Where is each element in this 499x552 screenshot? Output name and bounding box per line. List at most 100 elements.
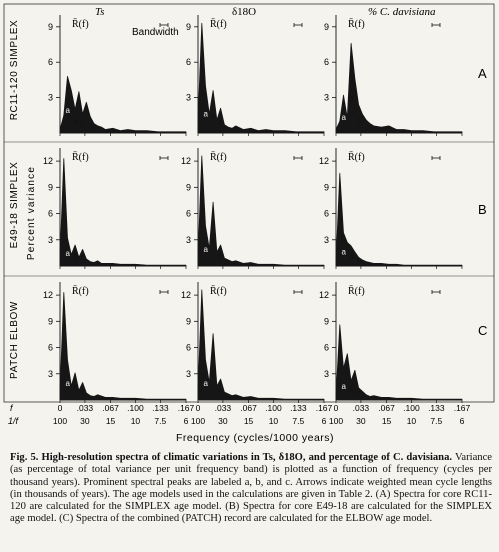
y-tick-label: 9 <box>48 22 53 32</box>
f-tick-label: .100 <box>127 403 144 413</box>
f-tick-label: .100 <box>403 403 420 413</box>
row-letter: A <box>478 66 487 81</box>
y-tick-label: 3 <box>186 93 191 103</box>
row-letter: C <box>478 323 487 338</box>
f-tick-label: .067 <box>102 403 119 413</box>
y-tick-label: 6 <box>186 209 191 219</box>
period-tick-label: 30 <box>80 416 90 426</box>
f-tick-label: .167 <box>454 403 471 413</box>
bandwidth-label: Bandwidth <box>132 27 179 38</box>
y-tick-label: 12 <box>181 290 191 300</box>
period-tick-label: 6 <box>322 416 327 426</box>
spectrum-area <box>59 76 187 134</box>
peak-label: a <box>204 109 209 118</box>
peak-label: c <box>357 389 361 398</box>
peak-label: b <box>349 386 354 395</box>
f-tick-label: 0 <box>58 403 63 413</box>
row-letter: B <box>478 202 487 217</box>
y-tick-label: 12 <box>319 290 329 300</box>
spectrum-area <box>197 22 325 134</box>
peak-label: b <box>211 370 216 379</box>
peak-label: a <box>342 247 347 256</box>
spectrum-area <box>335 324 463 401</box>
peak-label: b <box>211 111 216 120</box>
period-axis-label: 1/f <box>8 416 20 426</box>
period-tick-label: 100 <box>53 416 67 426</box>
y-tick-label: 6 <box>48 343 53 353</box>
peak-label: b <box>349 252 354 261</box>
y-tick-label: 3 <box>324 369 329 379</box>
y-tick-label: 9 <box>186 22 191 32</box>
y-tick-label: 9 <box>324 182 329 192</box>
mean-label: R̄(f) <box>210 285 227 297</box>
period-tick-label: 15 <box>382 416 392 426</box>
f-tick-label: .133 <box>290 403 307 413</box>
f-tick-label: .067 <box>240 403 257 413</box>
y-tick-label: 12 <box>319 156 329 166</box>
spectrum-area <box>59 292 187 401</box>
y-tick-label: 6 <box>324 209 329 219</box>
period-tick-label: 7.5 <box>430 416 442 426</box>
f-tick-label: .167 <box>316 403 333 413</box>
peak-label: a <box>342 113 347 122</box>
peak-label: a <box>342 382 347 391</box>
f-tick-label: .033 <box>215 403 232 413</box>
y-tick-label: 12 <box>43 290 53 300</box>
figure-caption: Fig. 5. High-resolution spectra of clima… <box>10 452 492 526</box>
peak-label: a <box>66 249 71 258</box>
peak-label: c <box>219 117 223 126</box>
y-tick-label: 9 <box>48 182 53 192</box>
peak-label: a <box>66 379 71 388</box>
y-tick-label: 6 <box>324 57 329 67</box>
peak-label: c <box>81 387 85 396</box>
spectra-figure: Ts δ18O % C. davisiana RC11-120 SIMPLEX E49-… <box>3 3 495 444</box>
f-tick-label: 0 <box>196 403 201 413</box>
mean-label: R̄(f) <box>210 18 227 30</box>
f-axis-label: f <box>10 403 14 413</box>
row-label: PATCH ELBOW <box>9 301 20 379</box>
y-tick-label: 9 <box>186 316 191 326</box>
f-tick-label: .067 <box>378 403 395 413</box>
mean-label: R̄(f) <box>348 285 365 297</box>
spectrum-area <box>335 42 463 134</box>
caption-body: Variance (as percentage of total varianc… <box>10 452 492 525</box>
y-tick-label: 3 <box>186 235 191 245</box>
x-axis-label: Frequency (cycles/1000 years) <box>176 432 334 444</box>
mean-label: R̄(f) <box>348 18 365 30</box>
y-tick-label: 3 <box>48 93 53 103</box>
period-tick-label: 6 <box>184 416 189 426</box>
peak-label: c <box>219 386 223 395</box>
y-tick-label: 3 <box>48 369 53 379</box>
row-label: E49-18 SIMPLEX <box>9 162 20 249</box>
mean-label: R̄(f) <box>72 151 89 163</box>
y-tick-label: 6 <box>186 57 191 67</box>
y-tick-label: 9 <box>186 182 191 192</box>
spectrum-area <box>335 172 463 267</box>
f-tick-label: .100 <box>265 403 282 413</box>
f-tick-label: .033 <box>353 403 370 413</box>
period-tick-label: 100 <box>329 416 343 426</box>
peak-label: c <box>357 116 361 125</box>
spectrum-area <box>59 158 187 267</box>
spectrum-area <box>197 155 325 267</box>
peak-label: b <box>73 384 78 393</box>
period-tick-label: 100 <box>191 416 205 426</box>
row-label: RC11-120 SIMPLEX <box>9 20 20 121</box>
column-title: δ18O <box>232 6 256 18</box>
f-tick-label: .133 <box>428 403 445 413</box>
peak-label: a <box>204 245 209 254</box>
mean-label: R̄(f) <box>210 151 227 163</box>
y-tick-label: 9 <box>324 316 329 326</box>
peak-label: a <box>66 106 71 115</box>
y-tick-label: 6 <box>186 343 191 353</box>
y-tick-label: 12 <box>43 156 53 166</box>
period-tick-label: 10 <box>131 416 141 426</box>
y-tick-label: 6 <box>324 343 329 353</box>
f-tick-label: .133 <box>152 403 169 413</box>
period-tick-label: 30 <box>218 416 228 426</box>
y-tick-label: 3 <box>186 369 191 379</box>
y-tick-label: 9 <box>324 22 329 32</box>
caption-lead: Fig. 5. High-resolution spectra of clima… <box>10 452 453 463</box>
peak-label: c <box>357 255 361 264</box>
peak-label: b <box>73 252 78 261</box>
